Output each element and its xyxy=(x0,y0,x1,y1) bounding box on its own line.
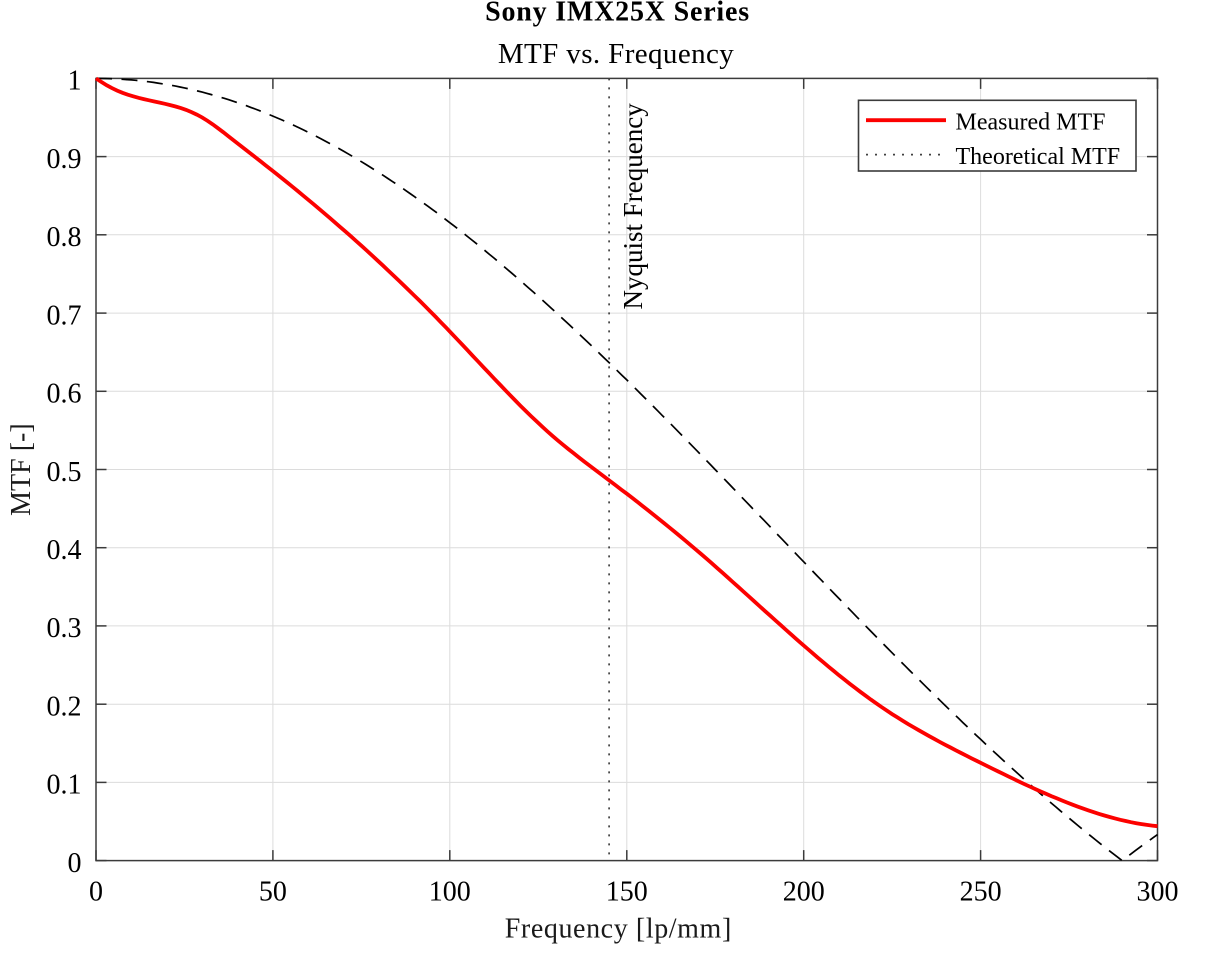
svg-text:150: 150 xyxy=(606,877,648,908)
svg-text:0.9: 0.9 xyxy=(47,144,82,175)
svg-text:0.8: 0.8 xyxy=(47,222,82,253)
svg-text:0.5: 0.5 xyxy=(47,457,82,488)
svg-text:Theoretical MTF: Theoretical MTF xyxy=(956,144,1121,170)
svg-text:Measured MTF: Measured MTF xyxy=(956,110,1106,136)
svg-text:0.2: 0.2 xyxy=(47,692,82,723)
svg-text:0: 0 xyxy=(68,848,82,879)
svg-text:0: 0 xyxy=(89,877,103,908)
svg-text:Nyquist Frequency: Nyquist Frequency xyxy=(618,103,648,310)
svg-text:Sony IMX25X Series: Sony IMX25X Series xyxy=(485,0,750,28)
svg-text:50: 50 xyxy=(259,877,287,908)
svg-text:100: 100 xyxy=(429,877,471,908)
svg-text:MTF [-]: MTF [-] xyxy=(6,423,37,516)
svg-text:250: 250 xyxy=(960,877,1002,908)
svg-text:0.7: 0.7 xyxy=(47,300,82,331)
svg-text:0.4: 0.4 xyxy=(47,535,82,566)
svg-text:300: 300 xyxy=(1137,877,1179,908)
svg-text:0.1: 0.1 xyxy=(47,770,82,801)
svg-text:Frequency [lp/mm]: Frequency [lp/mm] xyxy=(505,914,732,945)
svg-text:1: 1 xyxy=(68,66,82,97)
svg-text:MTF vs. Frequency: MTF vs. Frequency xyxy=(498,38,734,70)
svg-text:0.3: 0.3 xyxy=(47,613,82,644)
svg-text:0.6: 0.6 xyxy=(47,379,82,410)
svg-text:200: 200 xyxy=(783,877,825,908)
